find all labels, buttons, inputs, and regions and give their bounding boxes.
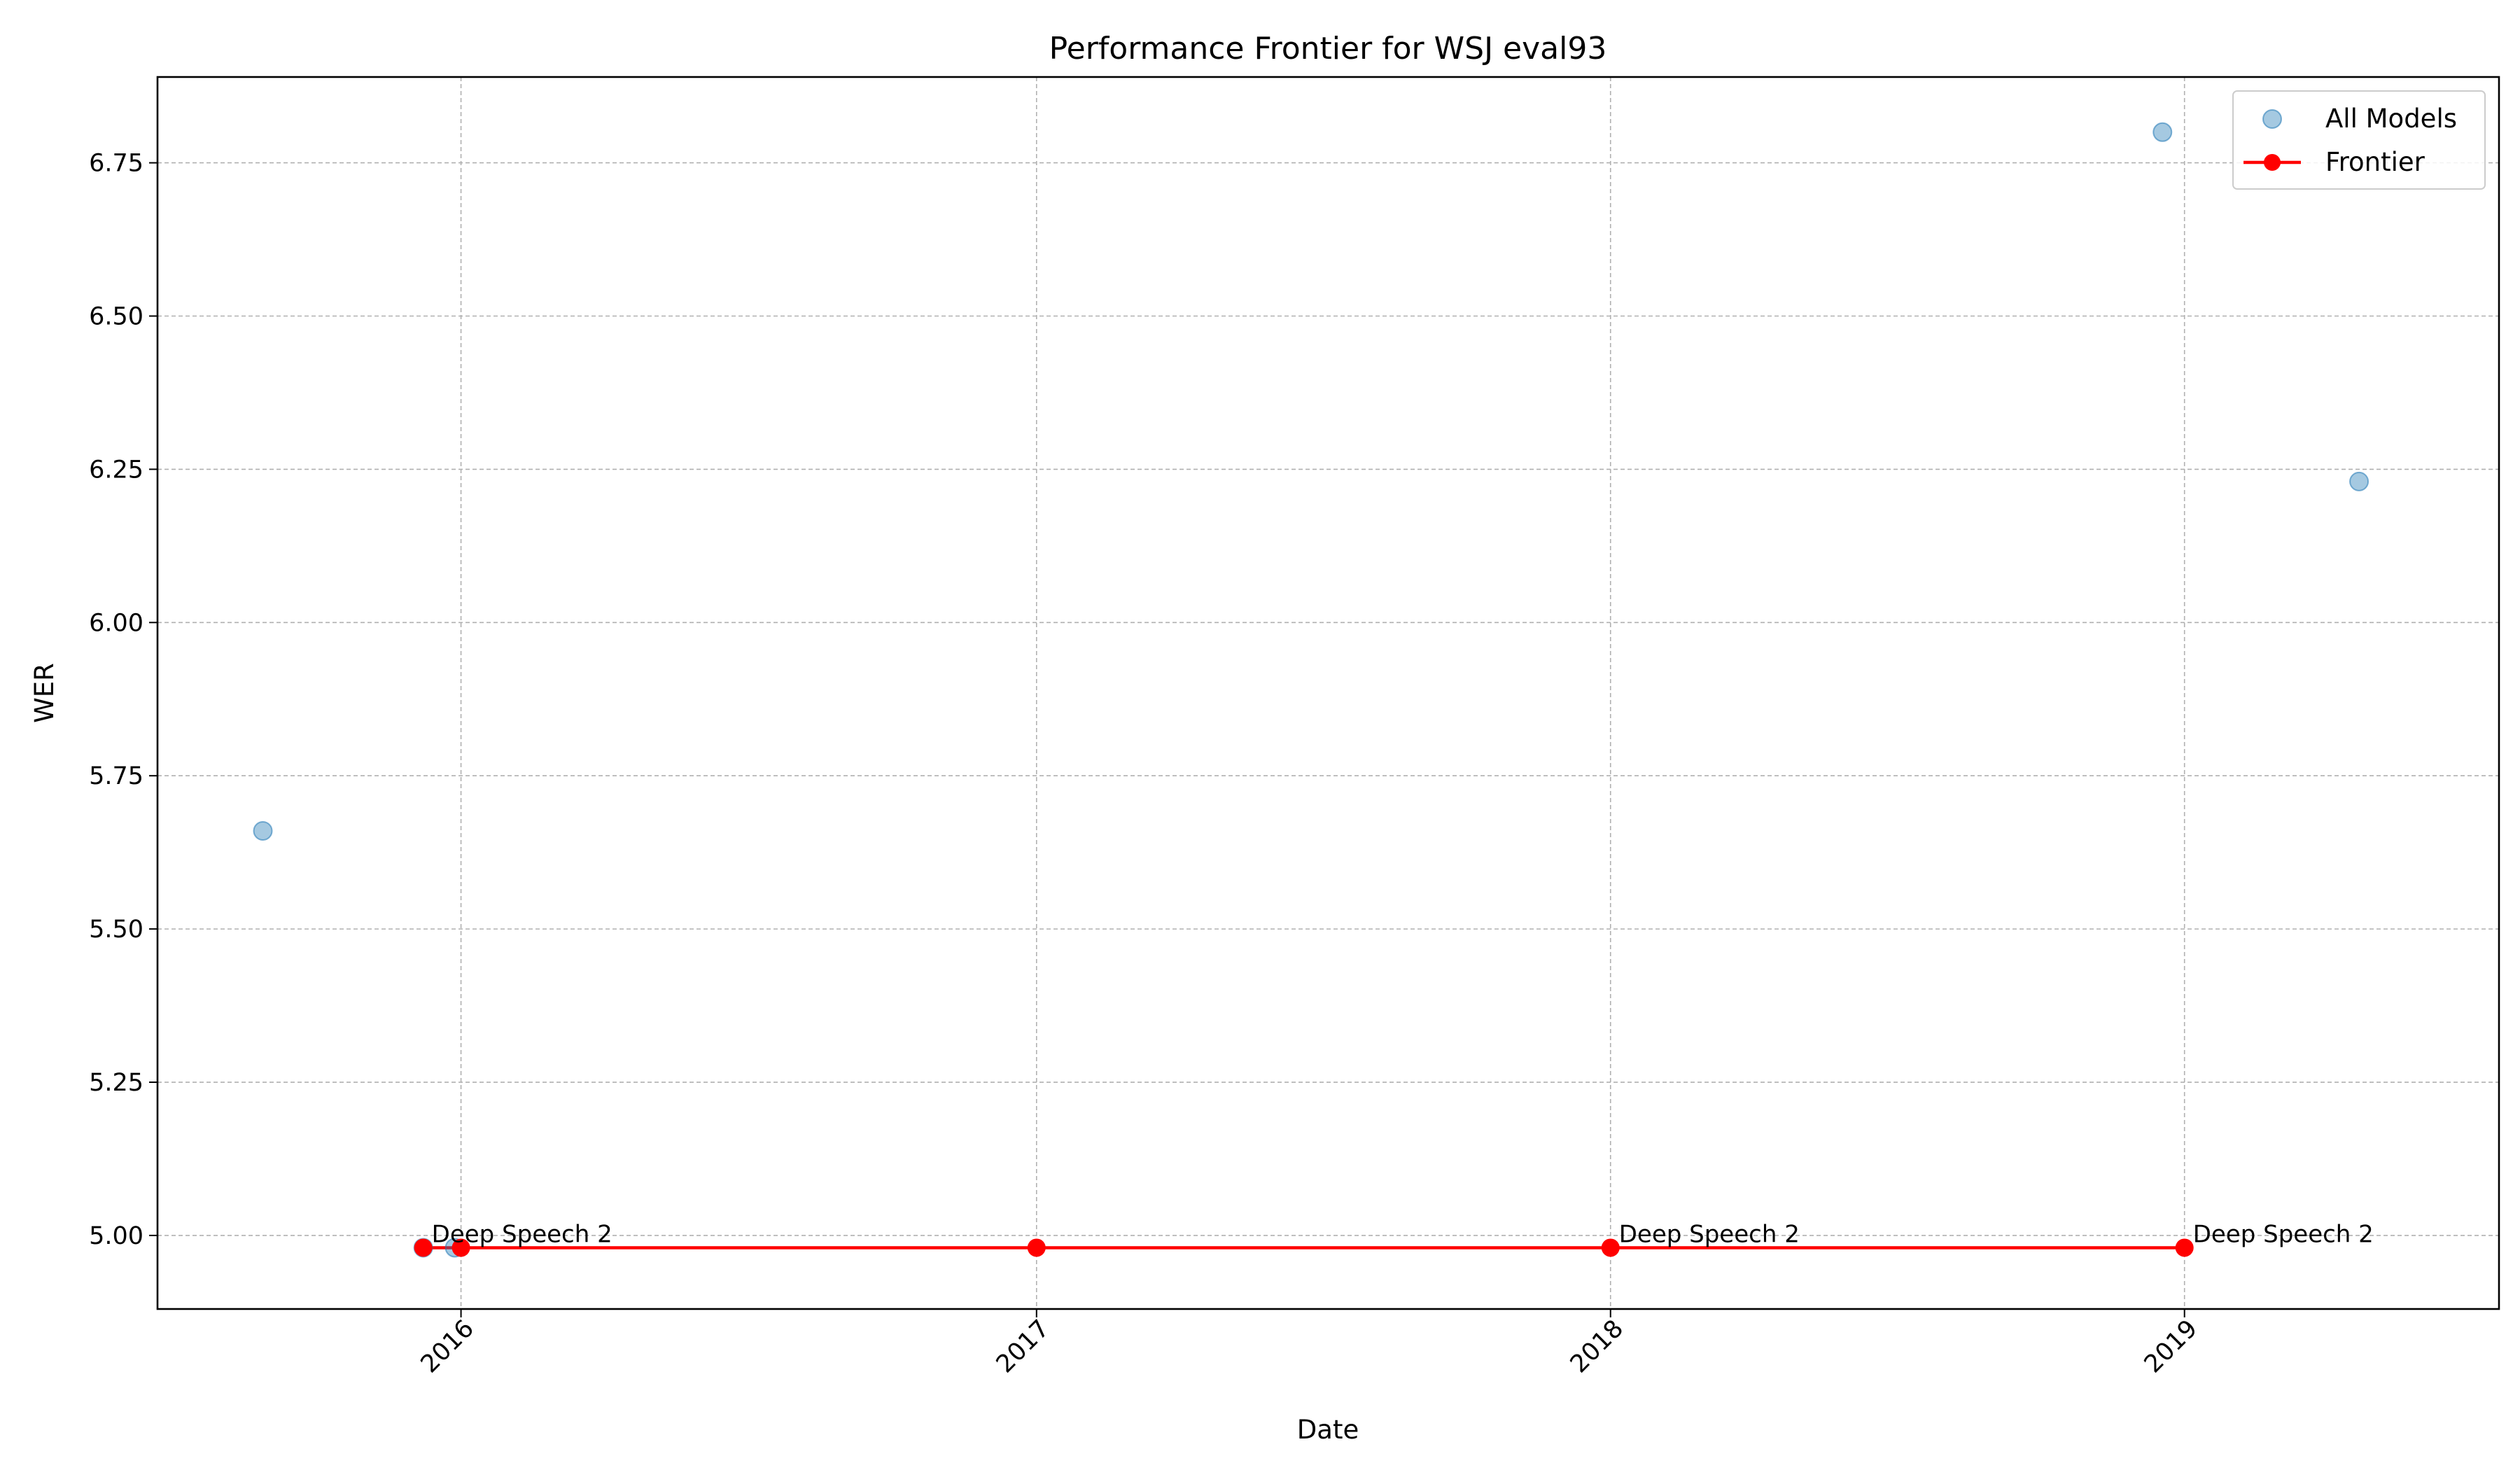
- y-tick-label: 5.50: [89, 916, 144, 944]
- data-point-frontier: [2175, 1238, 2194, 1257]
- grid-lines: [158, 77, 2499, 1309]
- y-tick-label: 5.00: [89, 1222, 144, 1250]
- y-axis-ticks: 5.00 5.25 5.50 5.75 6.00 6.25 6.50 6.75: [89, 150, 158, 1250]
- legend-marker-all-models: [2262, 109, 2282, 129]
- annotation-label: Deep Speech 2: [1619, 1220, 1800, 1248]
- plot-area-frame: [156, 76, 2500, 1310]
- legend: All Models Frontier: [2232, 90, 2486, 190]
- y-tick-label: 6.75: [89, 150, 144, 178]
- annotation-label: Deep Speech 2: [432, 1220, 612, 1248]
- y-tick-label: 6.00: [89, 609, 144, 637]
- data-point-frontier: [1601, 1238, 1620, 1257]
- data-point-frontier: [451, 1238, 470, 1257]
- data-point-frontier: [414, 1238, 433, 1257]
- x-axis-title: Date: [1297, 1415, 1359, 1445]
- annotations: Deep Speech 2 Deep Speech 2 Deep Speech 2: [432, 1220, 2374, 1248]
- annotation-label: Deep Speech 2: [2193, 1220, 2374, 1248]
- y-tick-label: 6.50: [89, 302, 144, 330]
- y-axis-title: WER: [29, 663, 59, 723]
- legend-label-all-models: All Models: [2325, 104, 2457, 134]
- data-point-all-models: [2349, 471, 2370, 491]
- data-point-all-models: [253, 821, 273, 841]
- data-point-frontier: [1027, 1238, 1046, 1257]
- legend-label-frontier: Frontier: [2325, 147, 2426, 177]
- y-tick-label: 6.25: [89, 456, 144, 484]
- legend-box: [2232, 90, 2486, 190]
- y-tick-label: 5.75: [89, 762, 144, 790]
- frontier-markers: [414, 1238, 2194, 1257]
- legend-marker-frontier: [2264, 154, 2281, 171]
- data-point-all-models: [2152, 122, 2173, 142]
- y-tick-label: 5.25: [89, 1069, 144, 1097]
- chart-title: Performance Frontier for WSJ eval93: [1049, 31, 1607, 66]
